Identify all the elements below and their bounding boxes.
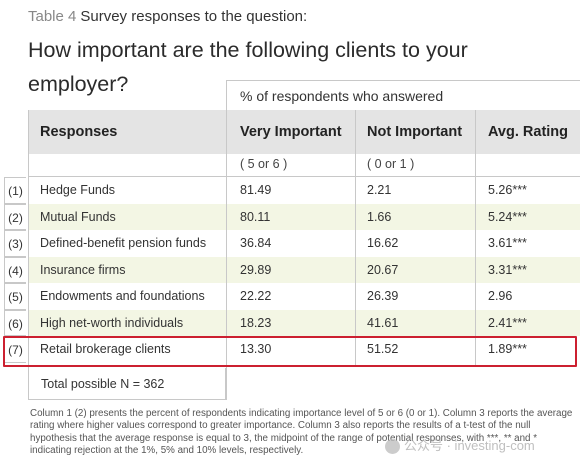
table-row (28, 256, 580, 283)
table-footnote: Column 1 (2) presents the percent of res… (30, 408, 573, 457)
cell-not-important: 2.21 (367, 183, 392, 197)
table-row (28, 203, 580, 230)
cell-avg-rating: 5.24*** (488, 209, 527, 224)
row-number: (6) (4, 309, 26, 336)
cell-not-important: 51.52 (367, 342, 399, 356)
header-avg-rating: Avg. Rating (488, 124, 569, 140)
row-number: (5) (4, 283, 26, 310)
table-row (28, 309, 580, 336)
header-row (28, 110, 580, 154)
subheader-not-important: ( 0 or 1 ) (367, 157, 415, 171)
highlight-box-retail (3, 336, 577, 367)
total-cell: Total possible N = 362 (28, 368, 226, 400)
table-caption: Survey responses to the question: (80, 8, 308, 25)
cell-very-important: 18.23 (240, 315, 272, 330)
table-question-line1: How important are the following clients … (28, 38, 468, 62)
cell-response: Insurance firms (40, 262, 126, 277)
table-question-line2: employer? (28, 72, 129, 96)
cell-avg-rating: 2.96 (488, 289, 513, 303)
watermark: 公众号 · investing-com (385, 435, 535, 455)
group-header-label: % of respondents who answered (240, 88, 444, 104)
cell-not-important: 1.66 (367, 209, 392, 224)
row-number: (4) (4, 256, 26, 283)
row-number: (1) (4, 177, 26, 204)
table-number-label: Table 4 (28, 8, 77, 25)
header-not-important: Not Important (367, 124, 463, 140)
header-very-important: Very Important (240, 124, 342, 140)
cell-avg-rating: 3.61*** (488, 236, 527, 250)
table-title-line1: Table 4 Survey responses to the question: (28, 8, 307, 25)
subheader-very-important: ( 5 or 6 ) (240, 157, 288, 171)
header-responses: Responses (40, 124, 118, 140)
cell-not-important: 20.67 (367, 262, 399, 277)
cell-avg-rating: 2.41*** (488, 315, 527, 330)
table-row (28, 283, 580, 310)
total-label: Total possible N = 362 (41, 377, 165, 391)
cell-very-important: 22.22 (240, 289, 272, 303)
table-row (28, 177, 580, 204)
cell-response: High net-worth individuals (40, 315, 184, 330)
row-number: (3) (4, 230, 26, 257)
cell-not-important: 26.39 (367, 289, 399, 303)
cell-response: Retail brokerage clients (40, 342, 171, 356)
cell-avg-rating: 3.31*** (488, 262, 527, 277)
column-divider (475, 110, 476, 367)
cell-avg-rating: 1.89*** (488, 342, 527, 356)
column-divider (28, 110, 29, 400)
group-header: % of respondents who answered (226, 80, 580, 110)
cell-very-important: 13.30 (240, 342, 272, 356)
wechat-icon (385, 439, 400, 455)
cell-avg-rating: 5.26*** (488, 183, 527, 197)
cell-very-important: 81.49 (240, 183, 272, 197)
subheader-row (28, 154, 580, 176)
cell-not-important: 41.61 (367, 315, 399, 330)
cell-response: Defined-benefit pension funds (40, 236, 207, 250)
cell-not-important: 16.62 (367, 236, 399, 250)
cell-very-important: 29.89 (240, 262, 272, 277)
cell-response: Endowments and foundations (40, 289, 205, 303)
table-row (28, 230, 580, 257)
watermark-text: 公众号 · investing-com (404, 438, 535, 453)
cell-response: Mutual Funds (40, 209, 116, 224)
column-divider (355, 110, 356, 367)
cell-response: Hedge Funds (40, 183, 116, 197)
cell-very-important: 80.11 (240, 209, 271, 224)
cell-very-important: 36.84 (240, 236, 272, 250)
row-number: (2) (4, 203, 26, 230)
table-row (28, 336, 580, 363)
column-divider (226, 80, 227, 400)
row-divider (28, 176, 580, 177)
